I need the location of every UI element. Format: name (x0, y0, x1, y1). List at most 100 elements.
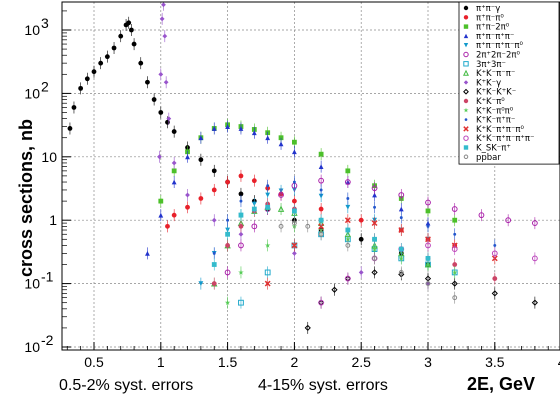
data-point (292, 208, 297, 214)
y-tick-exponent: -2 (41, 332, 54, 348)
data-point (71, 105, 77, 110)
data-point (318, 217, 324, 223)
data-point (238, 212, 244, 218)
data-point (166, 116, 172, 122)
data-point (226, 218, 230, 222)
data-point (358, 236, 364, 242)
data-point (251, 178, 257, 184)
data-point (292, 139, 297, 145)
data-point (163, 79, 169, 85)
legend-entry: π⁺π⁻π⁺π⁻ (476, 32, 514, 42)
legend-marker (463, 154, 469, 160)
y-tick-exponent: -1 (41, 269, 54, 285)
legend-entry: K⁺K⁻γ (476, 78, 501, 88)
data-point (491, 290, 498, 297)
data-point (398, 270, 404, 275)
data-point (185, 192, 190, 198)
data-point (398, 192, 405, 198)
data-point (372, 236, 377, 242)
data-point (373, 205, 376, 209)
data-point (291, 220, 297, 226)
data-point (225, 231, 230, 237)
data-point (345, 236, 351, 242)
x-tick-label: 4 (558, 354, 560, 370)
data-point (452, 295, 458, 301)
data-point (264, 280, 271, 287)
data-point (399, 216, 403, 220)
legend-marker (463, 24, 469, 29)
data-point (198, 135, 204, 141)
data-point (138, 60, 144, 66)
series-5 (224, 174, 538, 279)
y-tick-label: 10 (24, 85, 40, 101)
data-point (425, 208, 431, 214)
data-point (131, 41, 137, 47)
data-point (251, 206, 257, 212)
data-point (238, 299, 244, 306)
legend-marker (463, 80, 469, 85)
x-tick-label: 1.5 (218, 354, 238, 370)
data-point (238, 242, 244, 249)
legend-entry: π⁺π⁻γ (476, 4, 500, 14)
data-point (225, 124, 230, 129)
data-point (531, 299, 538, 306)
legend-entry: π⁺π⁻2π⁰ (476, 23, 510, 33)
data-point (452, 262, 458, 267)
data-point (318, 231, 324, 237)
legend-entry: K⁺K⁻π⁺π⁻π⁺π⁻ (476, 134, 535, 144)
data-point (278, 192, 284, 198)
data-point (344, 217, 351, 224)
data-point (426, 224, 430, 228)
data-point (278, 141, 284, 147)
data-point (451, 206, 458, 212)
legend-marker (463, 88, 469, 95)
data-point (344, 275, 351, 282)
data-point (145, 79, 150, 85)
data-point (531, 220, 538, 227)
legend-marker (463, 98, 469, 104)
data-point (157, 154, 162, 160)
data-point (278, 223, 284, 229)
x-tick-label: 3.5 (485, 354, 505, 370)
data-point (398, 227, 405, 233)
y-axis-title: cross sections, nb (16, 119, 36, 277)
data-point (318, 151, 324, 157)
data-point (452, 217, 458, 223)
x-tick-label: 2 (291, 354, 299, 370)
data-point (292, 149, 297, 155)
data-point (425, 242, 431, 249)
data-point (266, 184, 270, 188)
data-point (198, 157, 204, 163)
data-point (318, 223, 325, 230)
data-series (67, 2, 538, 334)
data-point (344, 179, 351, 185)
y-tick-label: 10 (24, 22, 40, 38)
data-point (451, 280, 458, 287)
data-point (505, 217, 512, 224)
data-point (224, 299, 231, 305)
data-point (531, 255, 538, 262)
series-3 (145, 120, 431, 260)
series-12 (212, 176, 497, 260)
data-point (425, 236, 431, 243)
data-point (331, 286, 338, 293)
data-point (305, 223, 311, 229)
data-point (145, 250, 150, 256)
data-point (185, 204, 190, 210)
annotation-high-syst: 4-15% syst. errors (258, 377, 388, 394)
data-point (453, 232, 457, 236)
data-point (118, 33, 124, 39)
legend-marker (463, 61, 469, 67)
data-point (158, 71, 164, 77)
y-tick-label: 10 (24, 339, 40, 355)
data-point (371, 185, 378, 192)
data-point (492, 276, 498, 281)
data-point (212, 251, 216, 255)
legend-marker (463, 51, 469, 58)
legend-entry: K⁺K⁻π⁻π⁻ (476, 69, 515, 79)
y-tick-label: 10 (41, 149, 57, 165)
legend-entry: K⁺K⁻π⁰π⁰ (476, 106, 514, 116)
legend-entry: π⁺π⁻π⁰ (476, 13, 504, 23)
data-point (238, 173, 244, 179)
